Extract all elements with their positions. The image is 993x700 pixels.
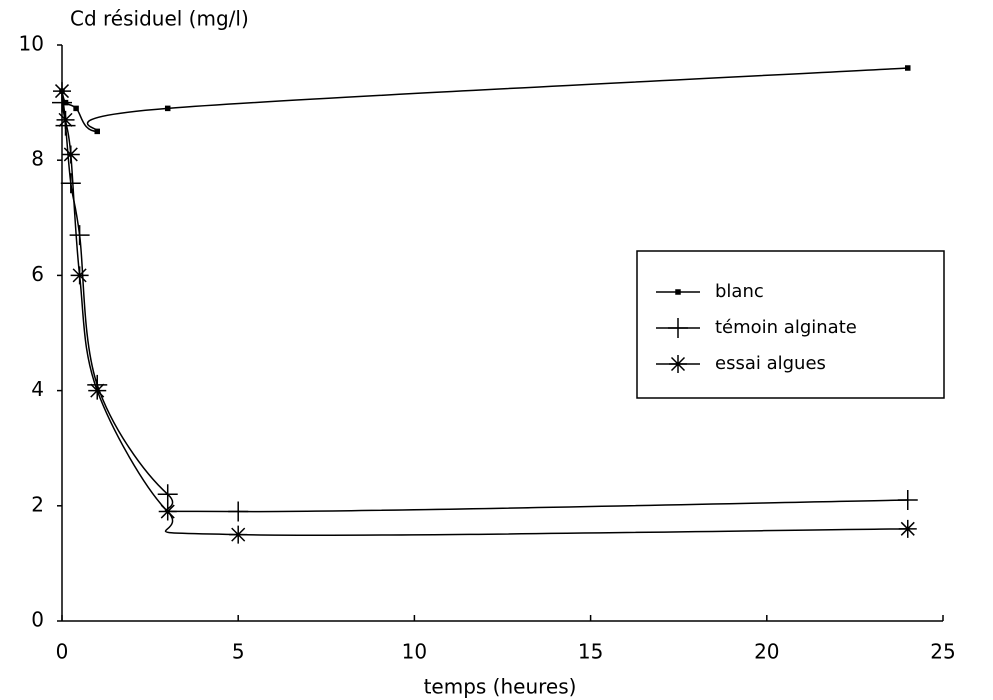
y-tick-label: 0	[31, 608, 44, 632]
y-tick-label: 6	[31, 262, 44, 286]
data-point	[229, 525, 248, 544]
x-axis-label: temps (heures)	[424, 675, 577, 699]
x-tick-label: 25	[930, 640, 955, 664]
data-point	[158, 502, 177, 521]
x-tick-label: 10	[402, 640, 427, 664]
data-point	[60, 173, 81, 194]
legend-label: blanc	[715, 281, 764, 302]
series-line	[61, 90, 908, 536]
data-point	[56, 110, 75, 129]
x-tick-label: 15	[578, 640, 603, 664]
data-point	[897, 490, 918, 511]
legend-label: essai algues	[715, 353, 826, 374]
y-tick-label: 2	[31, 492, 44, 516]
y-tick-label: 8	[31, 147, 44, 171]
x-tick-label: 5	[232, 640, 245, 664]
data-point	[70, 266, 89, 285]
data-point	[905, 65, 911, 71]
data-point	[164, 105, 171, 112]
legend-marker	[675, 289, 681, 295]
legend-marker	[668, 318, 688, 338]
y-tick-label: 10	[19, 32, 44, 56]
legend-label: témoin alginate	[715, 317, 857, 338]
x-tick-label: 20	[754, 640, 779, 664]
x-tick-label: 0	[56, 640, 69, 664]
data-point	[157, 484, 178, 505]
data-point	[228, 501, 249, 522]
legend-box	[636, 250, 945, 399]
data-point	[88, 381, 107, 400]
data-point	[69, 225, 90, 246]
y-axis-label: Cd résiduel (mg/l)	[70, 7, 249, 31]
data-point	[94, 128, 100, 135]
data-point	[61, 145, 80, 164]
y-tick-label: 4	[31, 377, 44, 401]
legend-marker	[669, 355, 687, 373]
data-point	[898, 519, 917, 538]
data-point	[53, 82, 71, 101]
data-point	[73, 105, 79, 112]
series-line	[61, 102, 908, 513]
